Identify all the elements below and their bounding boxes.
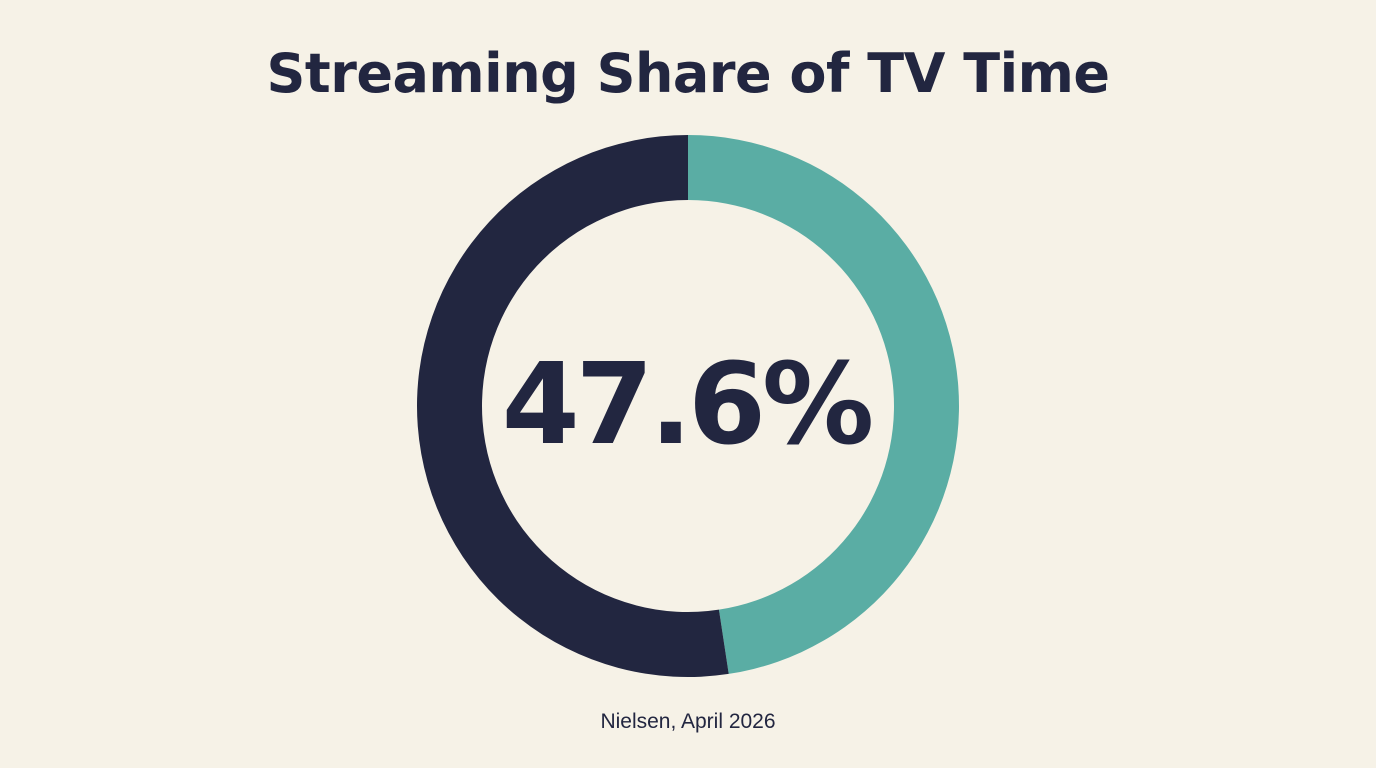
center-value-label: 47.6%	[502, 340, 871, 470]
source-note: Nielsen, April 2026	[600, 710, 776, 733]
donut-slice-2	[417, 135, 729, 677]
donut-slices	[417, 135, 960, 677]
donut-slice-1	[688, 135, 960, 674]
chart-title: Streaming Share of TV Time	[266, 42, 1110, 105]
